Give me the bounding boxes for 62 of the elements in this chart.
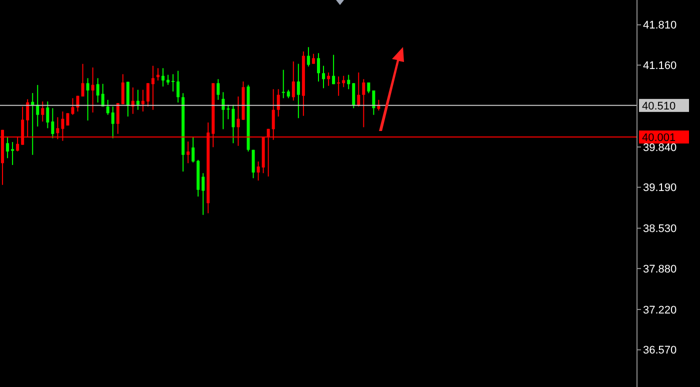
candlestick [126, 81, 130, 118]
y-tick-label: 36.570 [643, 344, 677, 357]
candlestick [256, 161, 260, 182]
candlestick [162, 68, 165, 88]
candlestick [316, 52, 320, 82]
candlestick [151, 65, 154, 110]
candlestick [192, 136, 195, 163]
candlestick [186, 141, 190, 164]
y-tick-label: 39.190 [643, 182, 677, 194]
candlestick [166, 74, 170, 86]
y-tick-label: 38.530 [643, 223, 677, 236]
candlestick [11, 142, 14, 166]
candlestick [111, 106, 114, 139]
candlestick [352, 82, 356, 109]
candlestick [252, 149, 255, 179]
candlestick [101, 83, 104, 107]
candlestick [91, 66, 94, 114]
y-tick-label: 41.160 [643, 60, 677, 72]
candlestick [81, 63, 84, 97]
candlestick [342, 75, 346, 88]
y-tick-label: 41.810 [643, 20, 677, 32]
candlestick [276, 88, 280, 118]
candlestick [202, 172, 205, 216]
candlestick [46, 100, 50, 129]
candlestick [6, 136, 10, 159]
candlestick [226, 104, 230, 120]
candlestick [51, 108, 54, 139]
candlestick [41, 100, 44, 122]
candlestick [372, 90, 376, 116]
y-tick-label: 37.880 [643, 263, 677, 276]
candlestick [71, 98, 74, 116]
candlestick [86, 78, 90, 122]
candlestick [172, 74, 175, 92]
candlestick [116, 102, 120, 134]
candlestick [222, 92, 225, 130]
candlestick [327, 72, 330, 86]
candlestick [322, 65, 326, 89]
ref-line-label: 40.001 [642, 132, 676, 144]
candlestick [312, 53, 315, 64]
candlestick [106, 99, 110, 116]
candlestick [282, 69, 285, 99]
candlestick [357, 72, 360, 107]
candlestick [296, 63, 300, 119]
candlestick [136, 89, 140, 110]
candlestick [66, 112, 70, 126]
candlestick [96, 78, 100, 104]
candlestick [347, 74, 350, 90]
ref-line-label: 40.510 [642, 100, 676, 112]
candlestick [216, 78, 220, 100]
candlestick [121, 74, 124, 105]
candlestick [362, 78, 366, 128]
y-tick-label: 37.220 [643, 304, 677, 316]
candlestick [306, 46, 310, 67]
candlestick [337, 76, 340, 96]
candlestick [31, 92, 34, 156]
y-tick-label: 39.840 [643, 142, 677, 154]
candlestick [292, 60, 295, 102]
candlestick [141, 89, 144, 112]
candlestick [332, 54, 336, 85]
candlestick [232, 104, 235, 144]
candlestick [176, 70, 180, 104]
candlestick [146, 82, 150, 107]
